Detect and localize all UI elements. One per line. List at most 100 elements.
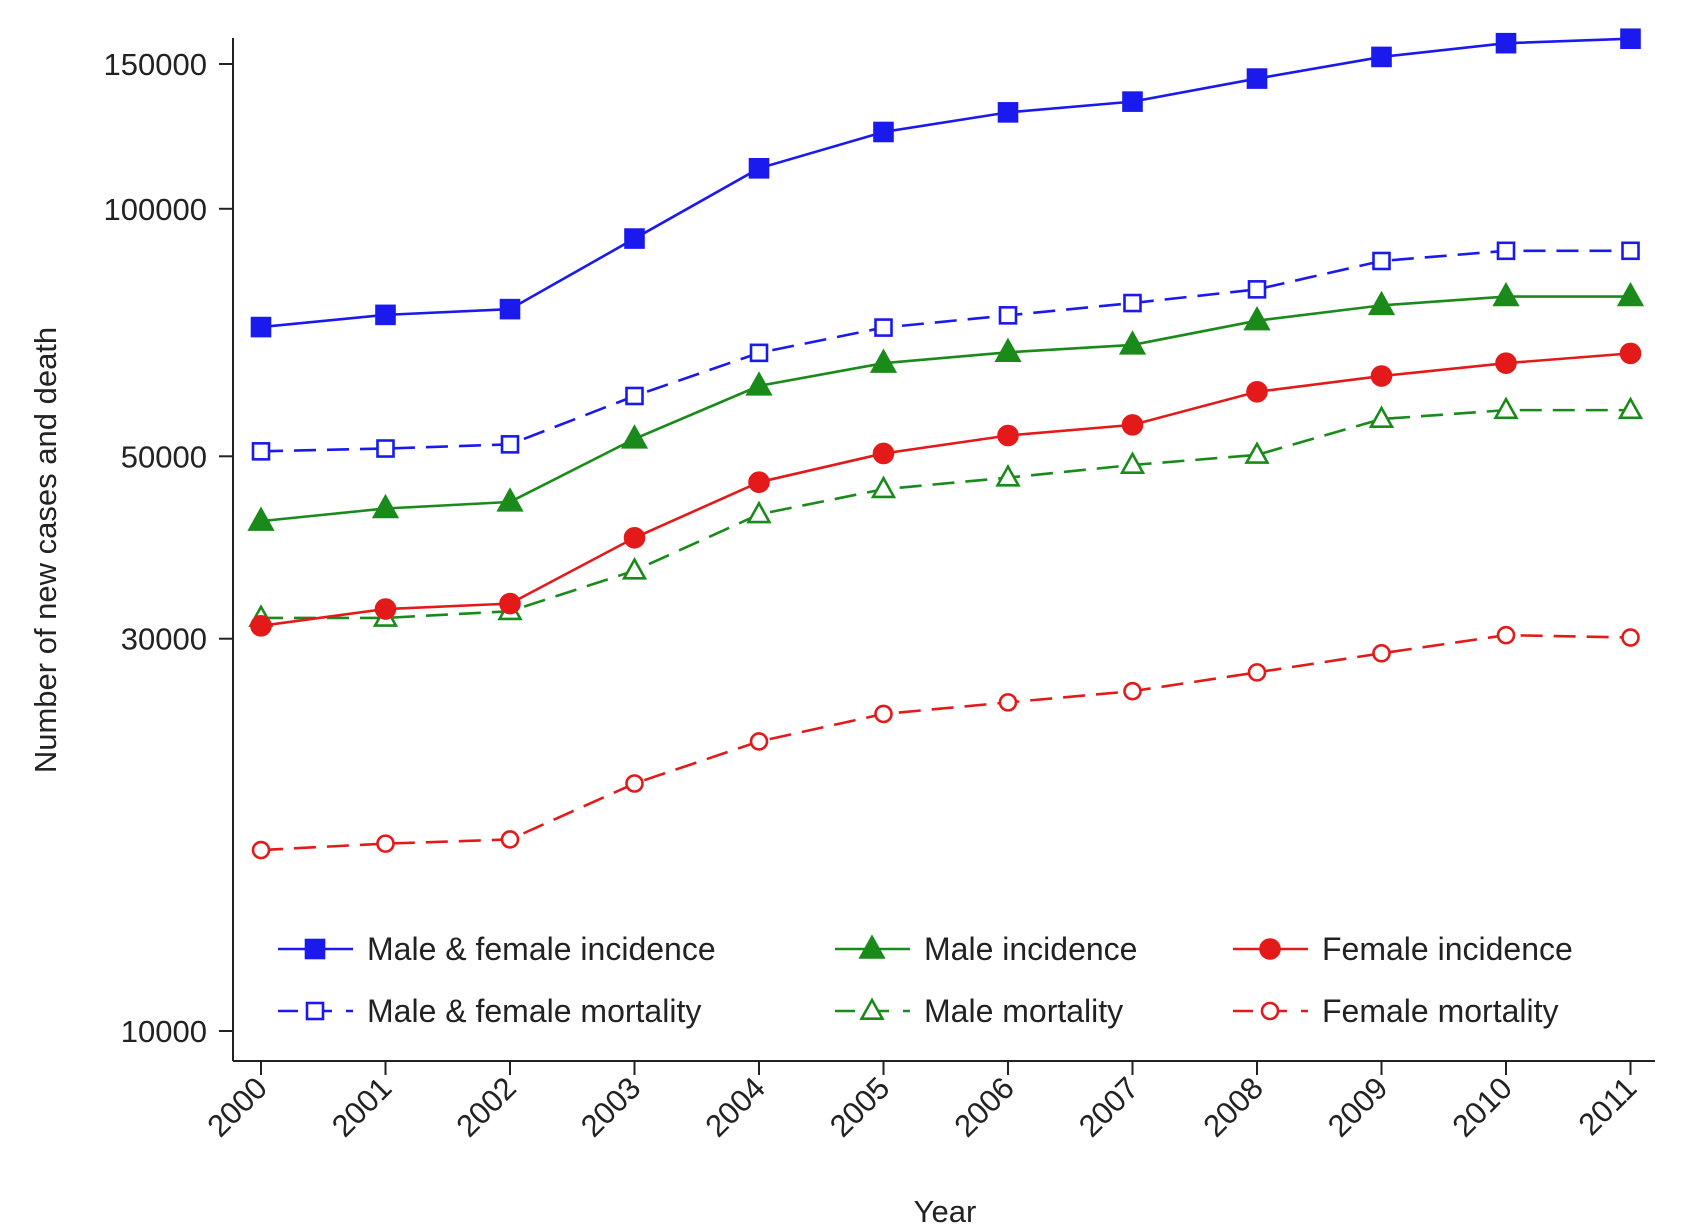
data-point-mf-inc (375, 304, 396, 326)
series-line-f-mort (260, 633, 1631, 852)
data-point-f-mort (1496, 625, 1516, 645)
y-tick-label: 100000 (104, 192, 207, 227)
data-point-mf-inc (1495, 32, 1517, 54)
data-point-f-inc (499, 592, 521, 615)
legend-label: Male incidence (924, 931, 1137, 967)
data-point-mf-mort (1496, 241, 1516, 261)
data-point-mf-inc (1620, 28, 1641, 50)
data-point-f-mort (749, 732, 769, 751)
data-point-m-mort (1119, 451, 1146, 474)
data-point-f-inc (1121, 414, 1144, 436)
data-point-m-inc (1616, 281, 1645, 307)
data-point-m-mort (746, 500, 772, 524)
data-point-mf-mort (500, 435, 520, 454)
x-tick-label: 2006 (947, 1070, 1021, 1144)
series-mf-inc (250, 28, 1641, 338)
data-point-f-inc (623, 526, 646, 549)
data-point-f-mort (998, 693, 1018, 712)
x-tick-label: 2005 (823, 1070, 897, 1144)
data-point-f-mort (376, 834, 395, 853)
series-line-m-inc (260, 295, 1631, 523)
x-tick-label: 2009 (1321, 1070, 1395, 1144)
data-point-m-inc (1492, 281, 1520, 307)
data-point-m-inc (247, 506, 275, 531)
data-point-m-mort (1617, 396, 1644, 420)
data-point-m-inc (869, 348, 898, 373)
series-line-m-mort (261, 408, 1631, 620)
x-tick-label: 2010 (1445, 1070, 1519, 1144)
data-point-f-mort (874, 704, 893, 724)
series-m-mort (248, 396, 1644, 627)
x-tick-label: 2004 (698, 1070, 772, 1144)
data-point-m-inc (496, 487, 524, 512)
legend-label: Female incidence (1322, 931, 1573, 967)
y-tick-label: 30000 (121, 622, 207, 657)
legend-marker (859, 997, 885, 1021)
data-point-f-mort (251, 840, 271, 860)
legend-label: Male & female mortality (367, 993, 701, 1029)
x-axis-title: Year (914, 1194, 977, 1229)
data-point-mf-mort (1621, 241, 1640, 261)
series-line-mf-mort (260, 249, 1631, 453)
data-point-mf-mort (251, 442, 271, 461)
y-tick-label: 150000 (104, 47, 207, 82)
data-point-m-inc (1367, 290, 1396, 316)
data-point-f-inc (250, 615, 272, 637)
data-point-m-inc (371, 493, 400, 519)
data-point-mf-inc (1246, 68, 1268, 89)
data-point-mf-inc (499, 298, 521, 320)
data-point-f-mort (1372, 643, 1391, 663)
data-point-m-inc (1243, 306, 1271, 331)
legend-item-f-mort: Female mortality (1233, 993, 1559, 1029)
legend-label: Female mortality (1322, 993, 1559, 1029)
data-point-mf-mort (874, 318, 893, 337)
legend-label: Male mortality (924, 993, 1123, 1029)
series-f-inc (250, 342, 1642, 637)
data-point-mf-inc (250, 316, 272, 338)
data-point-m-mort (995, 463, 1021, 487)
data-point-f-inc (872, 442, 895, 465)
data-point-mf-inc (1371, 46, 1392, 68)
legend-marker (1260, 1001, 1280, 1021)
data-point-f-mort (1123, 681, 1142, 701)
legend-item-mf-inc: Male & female incidence (278, 931, 716, 967)
legend-item-f-inc: Female incidence (1233, 931, 1573, 967)
data-point-mf-inc (873, 121, 894, 143)
x-tick-label: 2002 (449, 1070, 523, 1144)
y-axis-title: Number of new cases and death (28, 327, 63, 773)
data-point-f-inc (374, 598, 397, 620)
legend-item-m-inc: Male incidence (835, 931, 1137, 967)
legend-marker (858, 934, 886, 959)
data-point-mf-mort (1247, 280, 1267, 299)
data-point-f-mort (500, 830, 520, 849)
data-point-f-mort (625, 774, 644, 793)
data-point-mf-mort (749, 343, 769, 363)
data-point-m-mort (870, 475, 897, 499)
legend-item-mf-mort: Male & female mortality (278, 993, 701, 1029)
legend-label: Male & female incidence (367, 931, 716, 967)
x-tick-label: 2011 (1572, 1070, 1644, 1142)
data-point-m-inc (620, 424, 649, 449)
x-tick-label: 2000 (200, 1070, 274, 1144)
data-point-f-inc (1495, 352, 1517, 374)
data-point-m-mort (1244, 441, 1270, 464)
legend-marker (304, 938, 326, 960)
data-point-mf-mort (1123, 293, 1142, 313)
x-tick-label: 2008 (1196, 1070, 1270, 1144)
data-point-mf-mort (376, 439, 395, 458)
data-point-f-inc (1370, 365, 1393, 387)
data-point-m-inc (1118, 330, 1147, 355)
plot-area (247, 28, 1645, 860)
data-point-f-inc (1246, 380, 1268, 403)
data-point-mf-mort (998, 306, 1018, 325)
y-tick-label: 50000 (121, 439, 207, 474)
series-mf-mort (251, 241, 1640, 461)
data-point-m-mort (1368, 405, 1395, 429)
data-point-mf-mort (625, 386, 644, 406)
data-point-mf-inc (624, 228, 645, 249)
axes: 10000 30000 50000 100000 150000 2000 2001 2002… (28, 38, 1655, 1229)
legend-item-m-mort: Male mortality (835, 993, 1123, 1029)
legend: Male & female incidence Male incidence Fem… (278, 931, 1573, 1029)
x-tick-label: 2003 (574, 1070, 648, 1144)
